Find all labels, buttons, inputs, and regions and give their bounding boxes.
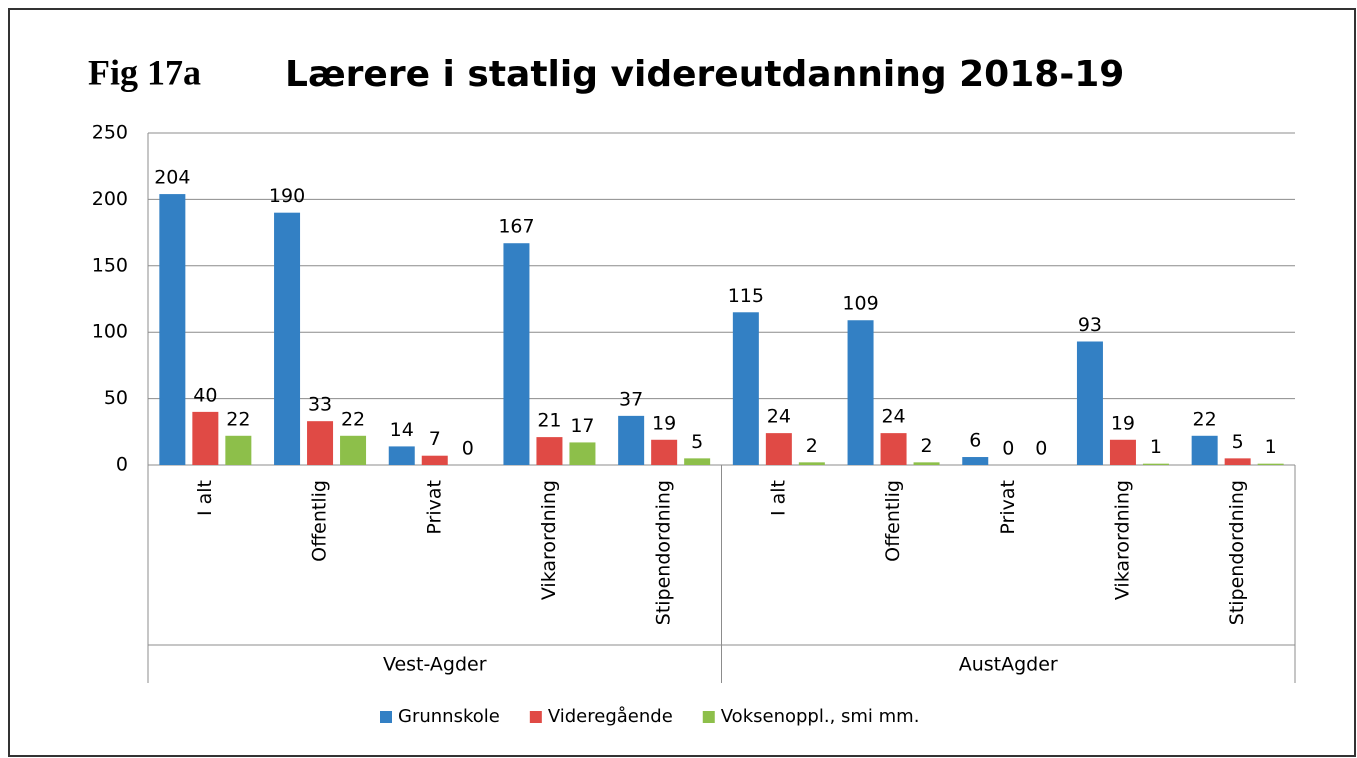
data-label: 24 <box>881 406 905 428</box>
figure-label: Fig 17a <box>88 52 201 92</box>
bar <box>618 415 645 465</box>
bar <box>340 435 367 465</box>
bar <box>1142 463 1169 465</box>
data-label: 204 <box>154 167 190 189</box>
data-label: 22 <box>226 408 250 430</box>
bar <box>962 457 989 465</box>
data-label: 22 <box>341 408 365 430</box>
data-label: 19 <box>652 412 676 434</box>
bar <box>388 446 415 465</box>
data-label: 6 <box>969 430 981 452</box>
data-label: 14 <box>390 419 414 441</box>
data-label: 19 <box>1111 412 1135 434</box>
legend-swatch <box>702 711 715 723</box>
x-tick-label: Stipendordning <box>1226 480 1248 625</box>
y-tick-label: 100 <box>92 321 128 343</box>
bar <box>765 433 792 465</box>
bar <box>503 243 530 465</box>
bar <box>1191 435 1218 465</box>
x-tick-label: I alt <box>767 480 789 516</box>
bar <box>192 411 219 465</box>
data-label: 0 <box>1035 438 1047 460</box>
y-tick-label: 250 <box>92 122 128 144</box>
x-tick-label: Stipendordning <box>653 480 675 625</box>
y-tick-label: 50 <box>104 387 128 409</box>
legend-swatch <box>380 711 392 723</box>
x-tick-label: Privat <box>423 480 445 535</box>
y-tick-label: 0 <box>116 454 128 476</box>
bar <box>913 462 940 465</box>
data-label: 37 <box>619 388 643 410</box>
bar <box>880 433 907 465</box>
bar <box>307 421 334 465</box>
data-label: 115 <box>728 285 764 307</box>
y-tick-label: 150 <box>92 254 128 276</box>
bar <box>1257 463 1284 465</box>
data-label: 2 <box>921 435 933 457</box>
data-label: 1 <box>1150 436 1162 458</box>
legend-label: Videregående <box>548 706 673 727</box>
x-tick-label: I alt <box>194 480 216 516</box>
legend-label: Voksenoppl., smi mm. <box>721 706 920 727</box>
bar <box>569 442 596 465</box>
x-tick-label: Vikarordning <box>538 480 560 600</box>
bar <box>798 462 825 465</box>
legend-label: Grunnskole <box>398 706 500 727</box>
bar <box>1076 341 1103 465</box>
legend-swatch <box>529 711 542 723</box>
data-label: 22 <box>1193 408 1217 430</box>
data-label: 2 <box>806 435 818 457</box>
data-label: 5 <box>1232 431 1244 453</box>
data-label: 21 <box>537 410 561 432</box>
data-label: 1 <box>1265 436 1277 458</box>
bar <box>1224 458 1251 465</box>
data-label: 24 <box>767 406 791 428</box>
data-label: 5 <box>691 431 703 453</box>
x-tick-label: Vikarordning <box>1111 480 1133 600</box>
frame <box>8 8 1356 757</box>
chart-title: Lærere i statlig videreutdanning 2018-19 <box>285 54 1124 95</box>
bar <box>847 320 874 465</box>
bar <box>732 312 759 465</box>
x-tick-label: Privat <box>997 480 1019 535</box>
bar <box>421 455 448 465</box>
bar <box>159 194 186 465</box>
group-label: AustAgder <box>959 654 1058 676</box>
bar <box>684 458 711 465</box>
data-label: 17 <box>570 415 594 437</box>
data-label: 0 <box>1002 438 1014 460</box>
data-label: 109 <box>842 293 878 315</box>
data-label: 33 <box>308 394 332 416</box>
data-label: 167 <box>498 216 534 238</box>
x-tick-label: Offentlig <box>882 480 904 562</box>
bar <box>274 212 301 465</box>
data-label: 190 <box>269 185 305 207</box>
data-label: 40 <box>193 384 217 406</box>
x-tick-label: Offentlig <box>309 480 331 562</box>
data-label: 93 <box>1078 314 1102 336</box>
data-label: 7 <box>429 428 441 450</box>
bar <box>225 435 252 465</box>
data-label: 0 <box>462 438 474 460</box>
bar <box>651 439 678 465</box>
y-tick-label: 200 <box>92 188 128 210</box>
bar <box>536 437 563 465</box>
bar <box>1109 439 1136 465</box>
group-label: Vest-Agder <box>383 654 487 676</box>
